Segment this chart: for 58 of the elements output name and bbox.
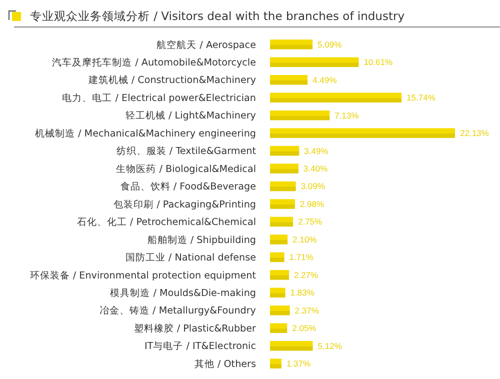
data-label: 1.71%	[289, 252, 314, 262]
y-tick-label: 机械制造 / Mechanical&Machinery engineering	[34, 127, 256, 140]
bar	[270, 234, 288, 244]
y-tick-label: 模具制造 / Moulds&Die-making	[110, 287, 256, 300]
bar	[270, 306, 290, 316]
y-tick-label: 环保装备 / Environmental protection equipment	[30, 269, 256, 282]
bar	[270, 110, 330, 120]
data-label: 7.13%	[334, 110, 360, 120]
chart-title: 专业观众业务领域分析 / Visitors deal with the branches of industry	[30, 9, 405, 23]
bar	[270, 288, 286, 298]
bar	[270, 181, 296, 192]
bar	[270, 40, 313, 50]
data-label: 2.75%	[298, 216, 323, 227]
bar	[270, 252, 284, 262]
y-tick-label: 电力、电工 / Electrical power&Electrician	[62, 92, 256, 104]
y-tick-label: 建筑机械 / Construction&Machinery	[87, 74, 256, 86]
bar	[270, 216, 293, 227]
data-label: 2.37%	[294, 305, 320, 316]
data-label: 15.74%	[406, 92, 436, 103]
data-label: 2.27%	[294, 270, 319, 280]
y-tick-label: 船舶制造 / Shipbuilding	[147, 234, 256, 246]
bar	[270, 340, 313, 351]
data-label: 3.40%	[303, 164, 328, 174]
data-label: 3.49%	[304, 146, 329, 156]
y-tick-label: 塑料橡胶 / Plastic&Rubber	[134, 322, 256, 334]
data-label: 10.61%	[364, 57, 393, 68]
data-label: 5.12%	[318, 340, 342, 351]
bar	[270, 92, 402, 102]
bar	[270, 358, 282, 368]
bar	[270, 146, 300, 156]
data-label: 5.09%	[318, 39, 342, 50]
data-label: 1.37%	[286, 358, 311, 369]
y-tick-label: 航空航天 / Aerospace	[156, 38, 256, 51]
y-tick-label: 汽车及摩托车制造 / Automobile&Motorcycle	[52, 56, 256, 69]
y-tick-label: 冶金、铸造 / Metallurgy&Foundry	[99, 304, 256, 317]
bar	[270, 270, 289, 280]
y-tick-label: 轻工机械 / Light&Machinery	[125, 110, 256, 122]
bar	[270, 128, 455, 138]
data-label: 3.09%	[300, 181, 326, 192]
y-tick-label: 国防工业 / National defense	[125, 252, 256, 264]
y-tick-label: 纺织、服装 / Textile&Garment	[116, 145, 256, 158]
data-label: 2.98%	[300, 198, 324, 209]
bar	[270, 57, 359, 68]
bar	[270, 199, 295, 209]
y-tick-label: 石化、化工 / Petrochemical&Chemical	[76, 216, 256, 228]
bar	[270, 323, 288, 333]
data-label: 2.05%	[292, 323, 317, 334]
y-tick-label: 食品、饮料 / Food&Beverage	[120, 180, 256, 193]
y-tick-label: 其他 / Others	[194, 358, 256, 370]
y-tick-label: 包装印刷 / Packaging&Printing	[114, 198, 256, 210]
data-label: 1.83%	[290, 288, 315, 298]
bar	[270, 164, 298, 174]
data-label: 2.10%	[292, 234, 318, 244]
data-label: 4.49%	[312, 74, 338, 85]
y-tick-label: 生物医药 / Biological&Medical	[116, 162, 256, 175]
data-label: 22.13%	[460, 128, 490, 138]
y-tick-label: IT与电子 / IT&Electronic	[144, 340, 256, 352]
bar	[270, 75, 308, 85]
